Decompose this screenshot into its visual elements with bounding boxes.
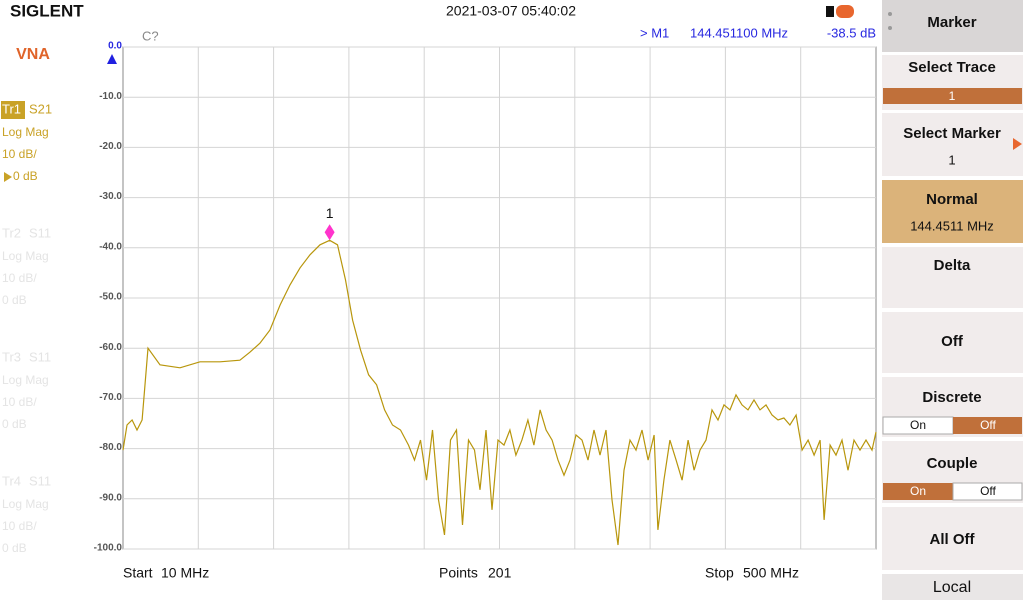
trace-format: Log Mag xyxy=(2,373,49,387)
softkey[interactable] xyxy=(882,113,1023,176)
softkey-value: 1 xyxy=(949,89,956,103)
y-tick-label: -80.0 xyxy=(99,442,122,453)
stop-value: 500 MHz xyxy=(743,565,799,581)
softkey-value: 144.4511 MHz xyxy=(910,218,994,233)
trace-id: Tr3 xyxy=(2,349,21,364)
toggle-label: Off xyxy=(980,484,996,498)
marker-name: > M1 xyxy=(640,25,669,40)
y-tick-label: -10.0 xyxy=(99,91,122,102)
softkey-value: 1 xyxy=(948,152,955,167)
y-tick-label: -60.0 xyxy=(99,342,122,353)
softkey-label: Off xyxy=(941,333,964,350)
trace-param: S11 xyxy=(29,225,51,240)
softkey-selected[interactable] xyxy=(882,180,1023,243)
ref-pointer xyxy=(4,172,12,182)
softkey-menu: Marker Select Trace 1 Select Marker 1 No… xyxy=(882,0,1023,600)
y-tick-label: -20.0 xyxy=(99,141,122,152)
trace-ref: 0 dB xyxy=(13,169,38,183)
trace-list: Tr1 S21 Log Mag 10 dB/0 dB Tr2 S11 Log Mag 10 d… xyxy=(1,101,52,555)
status: C? xyxy=(142,28,159,43)
toggle-label: Off xyxy=(980,418,996,432)
softkey[interactable] xyxy=(882,507,1023,570)
y-tick-label: -70.0 xyxy=(99,392,122,403)
value-field xyxy=(883,88,1022,104)
trace-ref: 0 dB xyxy=(2,541,27,555)
marker-level: -38.5 dB xyxy=(827,25,876,40)
usb-icon xyxy=(836,5,854,18)
softkey[interactable] xyxy=(882,574,1023,600)
softkey[interactable] xyxy=(882,312,1023,373)
start-label: Start xyxy=(123,565,153,581)
softkey-label: Normal xyxy=(926,191,978,208)
y-tick-label: 0.0 xyxy=(108,41,122,52)
mode: VNA xyxy=(16,46,50,63)
toggle-label: On xyxy=(910,418,926,432)
ref-level-pointer xyxy=(107,54,117,64)
trace-scale: 10 dB/ xyxy=(2,147,37,161)
y-tick-label: -40.0 xyxy=(99,241,122,252)
marker-frequency: 144.451100 MHz xyxy=(690,25,788,40)
softkey-label: Local xyxy=(933,579,971,596)
trace-ref: 0 dB xyxy=(2,417,27,431)
active-trace-badge xyxy=(1,101,25,119)
trace-format: Log Mag xyxy=(2,125,49,139)
softkey-label: Couple xyxy=(927,455,978,472)
softkey-label: Select Marker xyxy=(903,125,1001,142)
y-tick-label: -90.0 xyxy=(99,492,122,503)
menu-header xyxy=(882,0,1023,52)
softkey-label: Delta xyxy=(934,257,971,274)
y-tick-label: -30.0 xyxy=(99,191,122,202)
toggle-option-selected[interactable] xyxy=(883,483,953,500)
trace-id: Tr2 xyxy=(2,225,21,240)
trace-param: S11 xyxy=(29,473,51,488)
marker-label: 1 xyxy=(326,205,334,221)
toggle-label: On xyxy=(910,484,926,498)
submenu-arrow xyxy=(1013,138,1022,150)
trace-format: Log Mag xyxy=(2,497,49,511)
menu-dot xyxy=(888,26,892,30)
datetime: 2021-03-07 05:40:02 xyxy=(446,3,576,19)
trace-ref: 0 dB xyxy=(2,293,27,307)
softkey[interactable] xyxy=(882,247,1023,308)
trace-param: S11 xyxy=(29,349,51,364)
menu-title: Marker xyxy=(927,14,976,31)
softkey-label: Select Trace xyxy=(908,59,996,76)
menu-dot xyxy=(888,12,892,16)
points-value: 201 xyxy=(488,565,512,581)
trace-scale: 10 dB/ xyxy=(2,395,37,409)
toggle-option[interactable] xyxy=(952,482,1023,501)
points-label: Points xyxy=(439,565,478,581)
trace-scale: 10 dB/ xyxy=(2,519,37,533)
softkey-label: All Off xyxy=(930,531,976,548)
y-tick-label: -100.0 xyxy=(94,543,123,554)
y-tick-label: -50.0 xyxy=(99,292,122,303)
brand: SIGLENT xyxy=(10,1,84,20)
trace-scale: 10 dB/ xyxy=(2,271,37,285)
toggle-option-selected[interactable] xyxy=(953,417,1022,434)
stop-label: Stop xyxy=(705,565,734,581)
trace-id: Tr1 xyxy=(2,101,21,116)
softkey-label: Discrete xyxy=(922,389,981,406)
trace-param: S21 xyxy=(29,101,52,116)
battery-icon xyxy=(826,6,834,17)
marker-diamond xyxy=(324,224,335,241)
trace-format: Log Mag xyxy=(2,249,49,263)
trace-id: Tr4 xyxy=(2,473,21,488)
start-value: 10 MHz xyxy=(161,565,209,581)
top-bar xyxy=(0,0,880,22)
trace-line xyxy=(122,239,877,546)
